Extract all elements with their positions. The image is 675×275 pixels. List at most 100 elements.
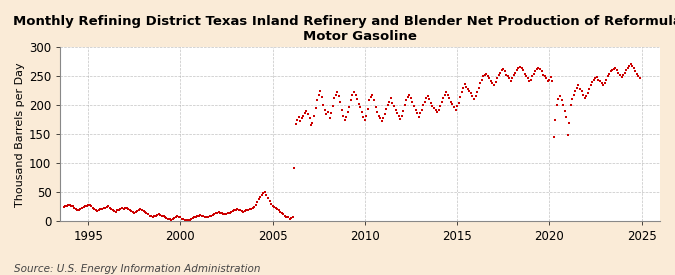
Point: [349, 90, 360, 95]
Point: [300, 111, 310, 116]
Point: [194, 213, 205, 218]
Point: [591, 75, 602, 79]
Point: [273, 208, 284, 213]
Point: [338, 113, 349, 118]
Point: [204, 214, 215, 218]
Point: [479, 73, 490, 77]
Point: [427, 104, 438, 108]
Point: [130, 209, 141, 214]
Point: [307, 120, 318, 125]
Point: [387, 101, 398, 105]
Point: [327, 104, 338, 108]
Point: [261, 192, 272, 197]
Point: [343, 110, 354, 114]
Point: [101, 205, 112, 209]
Point: [310, 106, 321, 110]
Point: [589, 77, 599, 82]
Point: [375, 116, 385, 120]
Point: [561, 115, 572, 119]
Point: [196, 213, 207, 218]
Point: [172, 214, 183, 218]
Point: [544, 77, 555, 82]
Point: [323, 110, 333, 114]
Point: [312, 98, 323, 103]
Point: [315, 88, 325, 93]
Point: [604, 72, 615, 76]
Point: [576, 89, 587, 93]
Point: [59, 204, 70, 208]
Point: [198, 214, 209, 218]
Point: [478, 74, 489, 78]
Point: [513, 66, 524, 70]
Point: [272, 207, 283, 211]
Point: [75, 207, 86, 211]
Point: [587, 80, 597, 84]
Point: [364, 98, 375, 103]
Point: [538, 73, 549, 77]
Point: [213, 210, 224, 214]
Point: [410, 108, 421, 112]
Point: [521, 74, 532, 78]
Point: [74, 208, 84, 213]
Point: [605, 69, 616, 74]
Point: [86, 204, 97, 208]
Point: [200, 214, 211, 219]
Point: [542, 78, 553, 83]
Point: [398, 109, 408, 113]
Point: [109, 209, 119, 213]
Point: [155, 213, 166, 217]
Point: [481, 72, 491, 76]
Point: [421, 96, 432, 100]
Point: [219, 212, 230, 217]
Point: [441, 90, 452, 95]
Point: [144, 213, 155, 218]
Point: [524, 78, 535, 83]
Point: [377, 119, 387, 123]
Point: [189, 215, 200, 220]
Point: [477, 77, 487, 82]
Point: [247, 206, 258, 210]
Point: [186, 216, 196, 221]
Point: [240, 209, 250, 213]
Point: [164, 217, 175, 221]
Point: [356, 110, 367, 114]
Point: [269, 205, 279, 209]
Point: [157, 213, 167, 218]
Point: [444, 96, 455, 100]
Point: [459, 82, 470, 86]
Point: [80, 204, 90, 208]
Point: [246, 207, 256, 211]
Point: [622, 66, 633, 70]
Point: [533, 66, 544, 70]
Point: [360, 117, 371, 122]
Point: [290, 122, 301, 126]
Point: [556, 98, 567, 103]
Point: [358, 115, 369, 119]
Point: [301, 109, 312, 113]
Point: [206, 213, 217, 218]
Point: [252, 200, 263, 205]
Point: [461, 84, 472, 89]
Point: [491, 76, 502, 81]
Point: [607, 68, 618, 72]
Point: [632, 72, 643, 76]
Point: [616, 75, 627, 79]
Point: [142, 212, 153, 217]
Point: [187, 216, 198, 220]
Point: [621, 68, 632, 72]
Point: [630, 69, 641, 74]
Point: [250, 203, 261, 207]
Point: [549, 135, 560, 139]
Point: [90, 208, 101, 212]
Point: [415, 111, 426, 116]
Point: [514, 65, 525, 69]
Point: [119, 206, 130, 210]
Point: [449, 105, 460, 110]
Point: [158, 214, 169, 218]
Point: [562, 133, 573, 138]
Point: [381, 106, 392, 111]
Point: [201, 215, 212, 220]
Point: [58, 205, 69, 209]
Point: [555, 94, 566, 99]
Point: [545, 75, 556, 79]
